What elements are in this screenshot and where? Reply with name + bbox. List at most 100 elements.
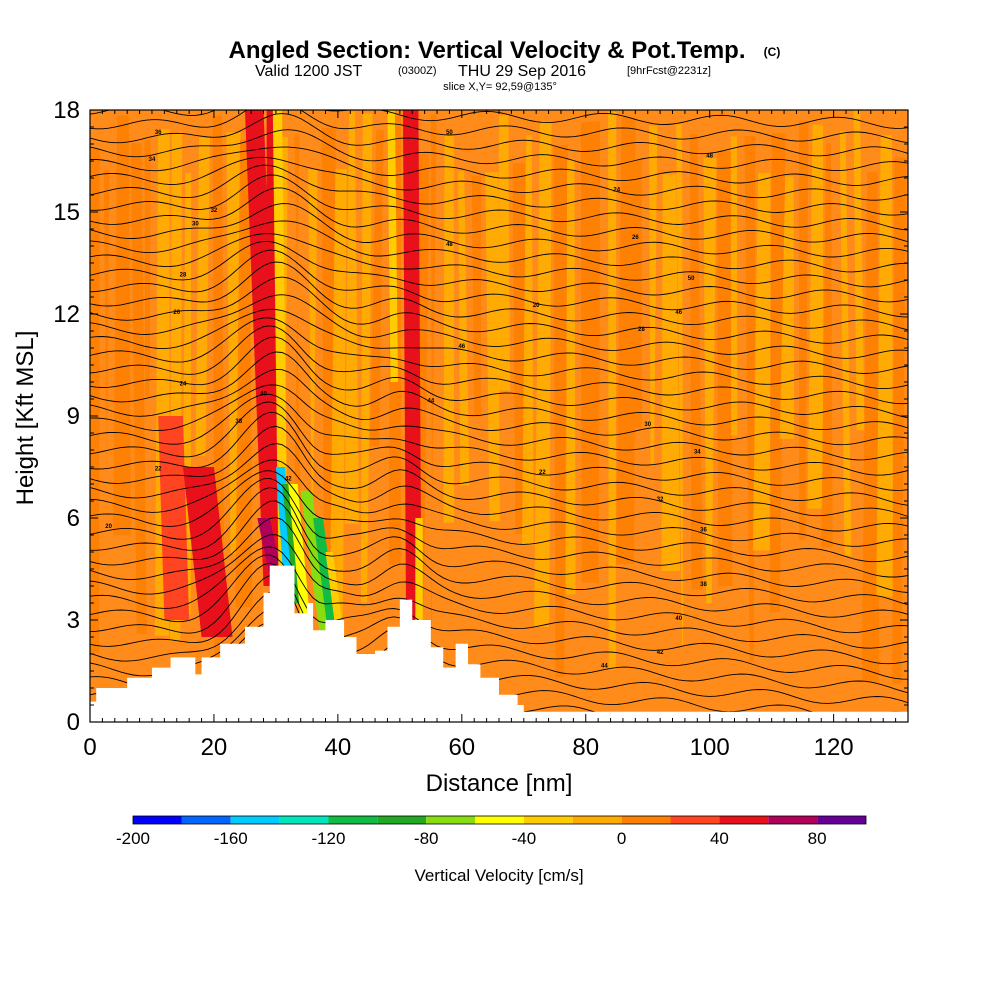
colorbar-swatch	[377, 816, 427, 824]
colorbar-tick-label: -160	[214, 829, 248, 848]
isentrope-label: 48	[706, 154, 713, 160]
velocity-streak	[458, 171, 470, 486]
isentrope-line	[90, 220, 908, 273]
colorbar-swatch	[328, 816, 378, 824]
isentrope-label: 24	[180, 381, 187, 387]
colorbar-tick-label: -200	[116, 829, 150, 848]
y-tick-label: 9	[67, 403, 80, 430]
isentrope-line	[90, 554, 908, 665]
isentrope-line	[90, 110, 908, 144]
x-tick-label: 120	[814, 734, 854, 761]
valid-zulu: (0300Z)	[398, 65, 437, 77]
isentrope-line	[90, 203, 908, 258]
colorbar-swatch	[475, 816, 524, 824]
isentrope-line	[90, 500, 908, 606]
isentrope-line	[90, 411, 908, 506]
x-tick-label: 80	[572, 734, 599, 761]
x-tick-label: 100	[690, 734, 730, 761]
isentrope-line	[90, 129, 908, 172]
isentrope-line	[90, 534, 908, 634]
isentrope-line	[90, 443, 908, 532]
isentrope-line	[90, 240, 908, 303]
x-axis-label: Distance [nm]	[426, 770, 573, 797]
velocity-streak	[553, 144, 569, 678]
velocity-streak	[752, 172, 771, 551]
velocity-streak	[195, 137, 211, 456]
isentrope-label: 48	[446, 242, 453, 248]
isentrope-line	[90, 575, 908, 694]
isentrope-line	[90, 187, 908, 243]
y-tick-label: 0	[67, 709, 80, 736]
colorbar-swatch	[621, 816, 671, 824]
x-tick-label: 40	[325, 734, 352, 761]
velocity-streak	[861, 172, 880, 683]
colorbar-swatch	[670, 816, 720, 824]
isentrope-label: 34	[694, 449, 701, 455]
isentrope-line	[90, 294, 908, 359]
colorbar-tick-label: -120	[311, 829, 345, 848]
isentrope-label: 38	[700, 582, 707, 588]
isentrope-line	[90, 336, 908, 419]
velocity-streak	[497, 115, 511, 391]
colorbar-swatch	[181, 816, 231, 824]
velocity-streak	[565, 160, 576, 595]
isentrope-line	[90, 517, 908, 618]
isentrope-line	[90, 384, 908, 461]
isentrope-line	[90, 308, 908, 374]
isentrope-line	[90, 276, 908, 344]
isentrope-line	[90, 233, 908, 288]
velocity-streak	[779, 176, 795, 439]
velocity-streak	[730, 136, 738, 436]
isentrope-label: 20	[105, 524, 112, 530]
isentrope-line	[90, 368, 908, 446]
isentrope-line	[90, 156, 908, 201]
isentrope-line	[90, 487, 908, 593]
colorbar-swatch	[523, 816, 573, 824]
title-main: Angled Section: Vertical Velocity & Pot.…	[228, 37, 745, 64]
isentrope-label: 40	[675, 616, 682, 622]
isentrope-label: 46	[458, 344, 465, 350]
isentrope-line	[90, 562, 908, 680]
velocity-band	[158, 416, 190, 620]
isentrope-label: 26	[173, 310, 180, 316]
colorbar: -200 -160 -120 -80 -40 0 40 80	[116, 815, 867, 848]
x-tick-label: 60	[448, 734, 475, 761]
velocity-streak	[103, 169, 110, 508]
x-tick-label: 20	[201, 734, 228, 761]
y-tick-label: 6	[67, 505, 80, 532]
velocity-streak	[533, 121, 552, 627]
isentrope-label: 28	[638, 327, 645, 333]
colorbar-tick-label: 80	[808, 829, 827, 848]
isentrope-label: 26	[632, 235, 639, 241]
isentrope-label: 38	[235, 419, 242, 425]
velocity-bands	[158, 110, 423, 648]
colorbar-tick-label: -40	[512, 829, 537, 848]
isentrope-label: 34	[149, 157, 156, 163]
y-tick-label: 15	[53, 199, 80, 226]
colorbar-tick-label: 0	[617, 829, 626, 848]
velocity-streak	[360, 113, 373, 603]
valid-date: THU 29 Sep 2016	[458, 63, 586, 80]
colorbar-swatch	[426, 816, 476, 824]
isentrope-line	[90, 351, 908, 431]
isentrope-label: 44	[601, 664, 608, 670]
velocity-streak	[632, 159, 643, 428]
velocity-streak	[876, 135, 894, 597]
velocity-streak	[853, 110, 865, 431]
isentrope-label: 42	[285, 477, 292, 483]
isentrope-line	[90, 174, 908, 231]
velocity-streak	[769, 133, 786, 613]
velocity-streak	[308, 169, 318, 509]
forecast-info: [9hrFcst@2231z]	[627, 65, 711, 77]
isentrope-label: 22	[155, 466, 162, 472]
isentrope-line	[90, 164, 908, 216]
colorbar-tick-label: -80	[414, 829, 439, 848]
isentrope-line	[90, 325, 908, 405]
colorbar-swatch	[230, 816, 280, 824]
velocity-streak	[90, 148, 100, 653]
velocity-streak	[144, 140, 151, 396]
terrain	[90, 565, 908, 722]
title-units: (C)	[764, 45, 781, 59]
velocity-streak	[892, 158, 907, 684]
